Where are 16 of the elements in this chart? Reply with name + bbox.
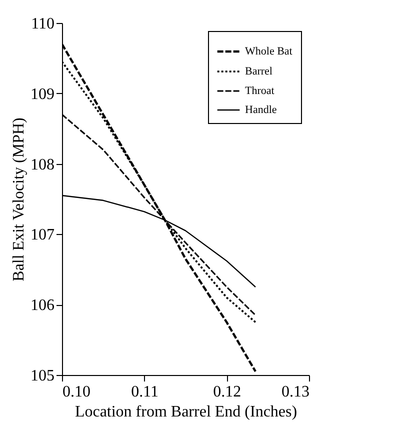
- y-tick-label: 105: [30, 368, 54, 384]
- x-tick-label: 0.11: [131, 384, 159, 400]
- y-tick-label: 109: [30, 86, 54, 103]
- x-tick-label: 0.10: [62, 384, 90, 400]
- y-tick-label: 107: [30, 226, 54, 244]
- legend-label: Whole Bat: [245, 46, 292, 58]
- y-tick-label: 106: [30, 297, 54, 314]
- x-axis-title: Location from Barrel End (Inches): [74, 404, 298, 420]
- y-axis-title: Ball Exit Velocity (MPH): [10, 118, 28, 282]
- legend-label: Throat: [245, 85, 274, 97]
- x-tick-label: 0.12: [213, 384, 242, 400]
- x-tick-label: 0.13: [282, 384, 310, 400]
- legend-label: Handle: [245, 104, 277, 116]
- y-tick-label: 110: [31, 16, 54, 32]
- y-tick-label: 108: [30, 156, 54, 174]
- legend-label: Barrel: [245, 66, 272, 78]
